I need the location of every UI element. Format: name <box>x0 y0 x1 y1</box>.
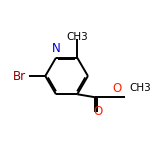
Text: CH3: CH3 <box>66 32 88 42</box>
Text: O: O <box>112 82 121 95</box>
Text: N: N <box>52 42 60 55</box>
Text: O: O <box>93 105 102 118</box>
Text: CH3: CH3 <box>130 83 152 93</box>
Text: Br: Br <box>13 69 26 83</box>
